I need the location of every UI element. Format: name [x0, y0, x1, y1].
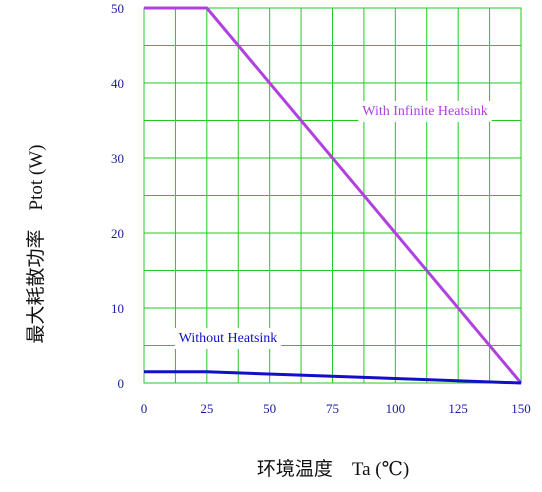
series-label-background: [174, 328, 282, 349]
x-tick-label: 150: [511, 401, 531, 416]
y-tick-labels: 0 10 20 30 40 50: [111, 1, 124, 391]
series-label-with-infinite-heatsink: With Infinite Heatsink: [362, 104, 487, 119]
x-tick-label: 25: [200, 401, 213, 416]
series-line-with-infinite-heatsink: [144, 6, 523, 384]
x-tick-labels: 0 25 50 75 100 125 150: [141, 401, 531, 416]
y-tick-label: 20: [111, 226, 124, 241]
series-line-without-heatsink: [144, 370, 522, 385]
x-tick-label: 50: [263, 401, 276, 416]
grid: [143, 7, 522, 384]
x-tick-label: 0: [141, 401, 148, 416]
y-tick-label: 40: [111, 76, 124, 91]
y-tick-label: 30: [111, 151, 124, 166]
series-label-background: [358, 101, 492, 122]
y-axis-title: 最大耗散功率 Ptot (W): [25, 145, 47, 344]
x-axis-title: 环境温度 Ta (℃): [257, 458, 409, 480]
x-tick-label: 100: [386, 401, 406, 416]
series-lines: [144, 6, 523, 385]
y-tick-label: 0: [118, 376, 125, 391]
y-tick-label: 50: [111, 1, 124, 16]
series-label-without-heatsink: Without Heatsink: [179, 331, 278, 346]
y-tick-label: 10: [111, 301, 124, 316]
x-tick-label: 125: [448, 401, 468, 416]
x-tick-label: 75: [326, 401, 339, 416]
